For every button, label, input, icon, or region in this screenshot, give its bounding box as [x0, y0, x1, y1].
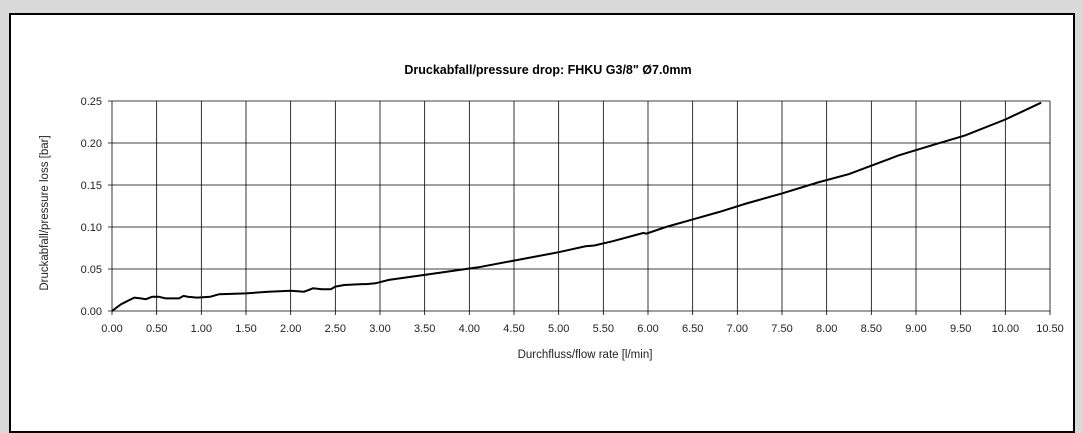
pressure-drop-line	[111, 101, 1042, 312]
x-tick-label: 1.00	[191, 323, 212, 335]
x-tick-label: 5.50	[593, 323, 614, 335]
x-tick-label: 3.00	[369, 323, 390, 335]
y-tick-label: 0.00	[81, 306, 102, 318]
tick-labels: 0.00 0.50 1.00 1.50 2.00 2.50 3.00 3.50 4.00 4.50…	[81, 96, 1064, 335]
x-tick-label: 10.00	[992, 323, 1020, 335]
x-tick-label: 4.50	[503, 323, 524, 335]
x-tick-label: 6.50	[682, 323, 703, 335]
y-axis-label: Druckabfall/pressure loss [bar]	[39, 135, 51, 290]
x-tick-label: 5.00	[548, 323, 569, 335]
chart-frame	[9, 13, 1075, 433]
x-tick-label: 0.00	[101, 323, 122, 335]
x-tick-label: 2.00	[280, 323, 301, 335]
y-tick-label: 0.20	[81, 138, 102, 150]
y-tick-label: 0.25	[81, 96, 102, 108]
chart-title: Druckabfall/pressure drop: FHKU G3/8" Ø7…	[404, 63, 691, 77]
x-tick-label: 8.00	[816, 323, 837, 335]
x-tick-label: 2.50	[325, 323, 346, 335]
y-tick-label: 0.15	[81, 180, 102, 192]
x-tick-label: 7.00	[727, 323, 748, 335]
x-tick-label: 8.50	[861, 323, 882, 335]
pressure-drop-chart: Druckabfall/pressure drop: FHKU G3/8" Ø7…	[39, 63, 1064, 361]
x-tick-label: 0.50	[146, 323, 167, 335]
y-tick-label: 0.10	[81, 222, 102, 234]
grid-lines	[108, 100, 1051, 315]
x-tick-label: 4.00	[459, 323, 480, 335]
x-tick-label: 6.00	[637, 323, 658, 335]
x-tick-label: 9.00	[905, 323, 926, 335]
x-tick-label: 1.50	[235, 323, 256, 335]
x-tick-label: 9.50	[950, 323, 971, 335]
y-tick-label: 0.05	[81, 264, 102, 276]
x-tick-label: 3.50	[414, 323, 435, 335]
x-axis-label: Durchfluss/flow rate [l/min]	[518, 349, 653, 361]
x-tick-label: 10.50	[1036, 323, 1064, 335]
x-tick-label: 7.50	[771, 323, 792, 335]
